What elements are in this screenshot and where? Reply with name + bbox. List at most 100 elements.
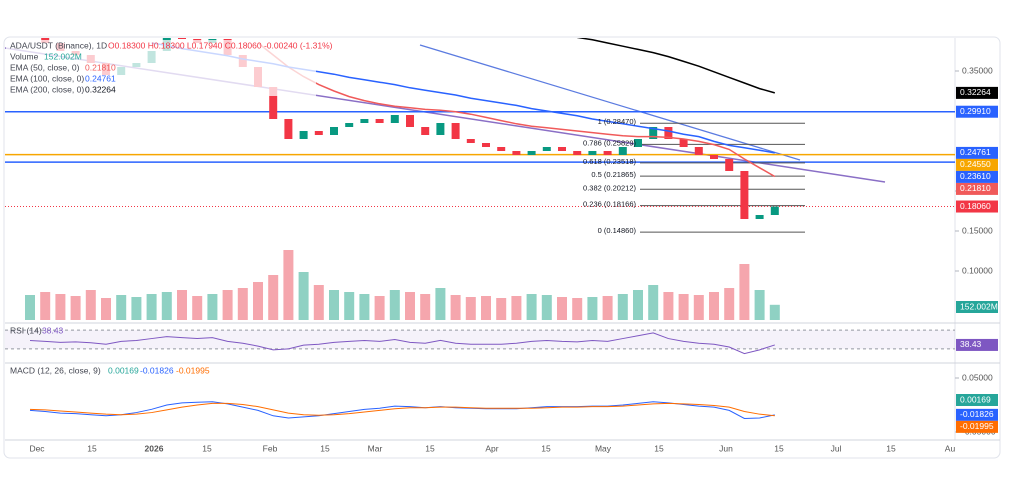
price-tag [956, 105, 998, 118]
volume-bar [602, 296, 613, 320]
volume-bar [116, 295, 127, 320]
legend-value: 152.002M [44, 51, 82, 61]
legend-name: EMA (100, close, 0) [10, 73, 84, 83]
price-tag-label: -0.01826 [960, 409, 994, 419]
candle [330, 127, 338, 135]
candle [390, 115, 399, 123]
x-tick-label: Au [945, 443, 956, 453]
volume-bar [420, 294, 431, 320]
legend-value: 0.24761 [85, 73, 116, 83]
fib-label: 1 (0.28470) [598, 117, 637, 126]
volume-bar [268, 275, 279, 320]
candle [466, 139, 475, 143]
trendline [419, 44, 801, 161]
price-pane [5, 38, 955, 320]
volume-bar [85, 290, 96, 320]
signal-line [29, 402, 775, 417]
ema-line [577, 38, 776, 94]
candle [755, 215, 764, 219]
candle [740, 171, 749, 219]
x-tick-label: Dec [29, 443, 45, 453]
price-tag-label: 0.24550 [960, 159, 991, 169]
volume-bar [663, 292, 674, 320]
fib-label: 0.618 (0.23518) [583, 157, 636, 166]
volume-bar [633, 290, 643, 320]
legend-value: 0.21810 [85, 62, 116, 72]
price-tag [956, 200, 998, 213]
x-tick-label: 15 [87, 443, 97, 453]
legend-value: 38.43 [42, 325, 64, 335]
volume-bar [389, 290, 400, 320]
price-tag [956, 170, 998, 183]
x-tick-label: 15 [202, 443, 212, 453]
candle [573, 151, 582, 155]
y-tick-label: 0.35000 [962, 65, 993, 75]
price-tag-label: 0.00169 [960, 394, 991, 404]
price-tag-label: 0.18060 [960, 201, 991, 211]
candle [451, 123, 460, 139]
legend-name: EMA (200, close, 0) [10, 84, 84, 94]
volume-bar [450, 295, 461, 320]
candle [770, 206, 779, 215]
volume-bar [693, 295, 704, 320]
volume-bar [25, 295, 35, 320]
price-tag-label: 0.29910 [960, 106, 991, 116]
frame [3, 36, 1001, 459]
volume-bar [678, 294, 689, 320]
volume-bar [511, 296, 522, 320]
candle [436, 123, 445, 135]
x-tick-label: 15 [886, 443, 896, 453]
volume-bar [526, 294, 537, 320]
price-tag [956, 86, 998, 99]
price-tag-label: 0.24761 [960, 147, 991, 157]
y-tick-label: 0.15000 [962, 225, 993, 235]
price-tag-label: 38.43 [960, 339, 982, 349]
volume-bar [739, 264, 750, 320]
candle [497, 147, 506, 151]
x-tick-label: Jul [831, 443, 842, 453]
ohlc: O0.18300 H0.18300 L0.17940 C0.18060 -0.0… [108, 40, 333, 50]
candle [694, 147, 703, 155]
volume-bar [55, 294, 66, 320]
x-tick-label: Apr [485, 443, 498, 453]
x-tick-label: 15 [541, 443, 551, 453]
volume-bar [222, 290, 233, 320]
volume-bar [101, 298, 111, 320]
legend-value: 0.32264 [85, 84, 116, 94]
price-tag-label: 152.002M [960, 301, 998, 311]
candle [421, 127, 430, 135]
candle [649, 127, 658, 139]
candle [360, 119, 369, 123]
volume-bar [405, 292, 415, 320]
volume-bar [237, 288, 248, 320]
price-tag [956, 408, 998, 421]
volume-bar [496, 298, 507, 320]
price-tag [956, 146, 998, 159]
volume-bar [709, 292, 719, 320]
volume-bar [207, 294, 218, 320]
volume-bar [359, 294, 370, 320]
candle [375, 119, 384, 123]
x-tick-label: May [595, 443, 612, 453]
volume-bar [298, 272, 309, 320]
volume-bar [253, 282, 263, 320]
legend-name: Volume [10, 51, 39, 61]
volume-bar [374, 296, 385, 320]
volume-bar [648, 285, 659, 320]
volume-bar [481, 296, 491, 320]
price-tag [956, 301, 998, 313]
volume-bar [344, 292, 355, 320]
price-tag-label: 0.23610 [960, 171, 991, 181]
volume-bar [40, 292, 51, 320]
x-tick-label: 15 [774, 443, 784, 453]
fib-label: 0.5 (0.21865) [591, 170, 636, 179]
fib-label: 0.786 (0.25829) [583, 138, 636, 147]
volume-bar [572, 298, 583, 320]
candle [314, 131, 323, 135]
y-tick-label: 0.05000 [962, 372, 993, 382]
candle [634, 139, 642, 147]
price-tag [956, 394, 998, 406]
volume-bar [587, 297, 598, 320]
volume-bar [541, 295, 552, 320]
